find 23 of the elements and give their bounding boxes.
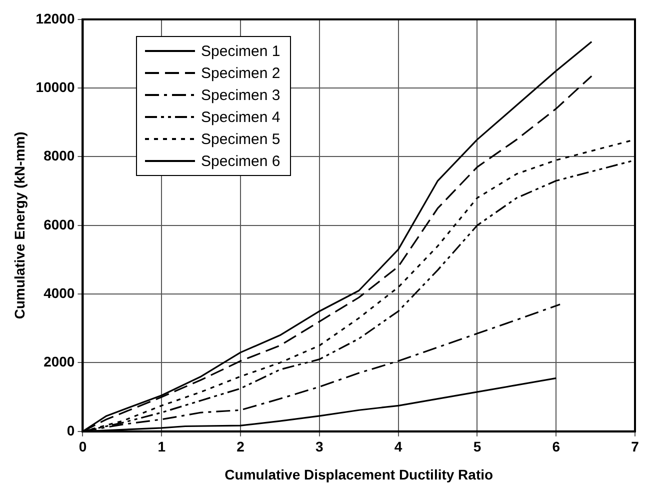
x-tick-label: 4 xyxy=(394,438,402,455)
legend-label: Specimen 3 xyxy=(201,86,280,104)
y-tick-label: 10000 xyxy=(36,78,75,95)
legend-label: Specimen 5 xyxy=(201,130,280,148)
y-tick-label: 0 xyxy=(66,422,75,438)
legend-label: Specimen 1 xyxy=(201,42,280,60)
x-tick-label: 6 xyxy=(552,438,560,455)
y-tick-label: 12000 xyxy=(36,10,75,26)
legend-label: Specimen 2 xyxy=(201,64,280,82)
x-tick-label: 3 xyxy=(316,438,324,455)
y-tick-label: 2000 xyxy=(44,354,75,370)
y-axis-title: Cumulative Energy (kN-mm) xyxy=(11,132,28,320)
x-tick-label: 2 xyxy=(236,438,245,455)
legend-label: Specimen 4 xyxy=(201,108,280,126)
legend-label: Specimen 6 xyxy=(201,152,280,170)
x-tick-label: 1 xyxy=(158,438,166,455)
y-tick-label: 8000 xyxy=(44,148,75,164)
x-tick-label: 0 xyxy=(78,438,87,455)
y-tick-label: 6000 xyxy=(44,216,75,232)
x-tick-label: 5 xyxy=(473,438,482,455)
x-axis-title: Cumulative Displacement Ductility Ratio xyxy=(224,466,494,482)
y-tick-label: 4000 xyxy=(44,284,75,301)
x-tick-label: 7 xyxy=(631,438,640,455)
